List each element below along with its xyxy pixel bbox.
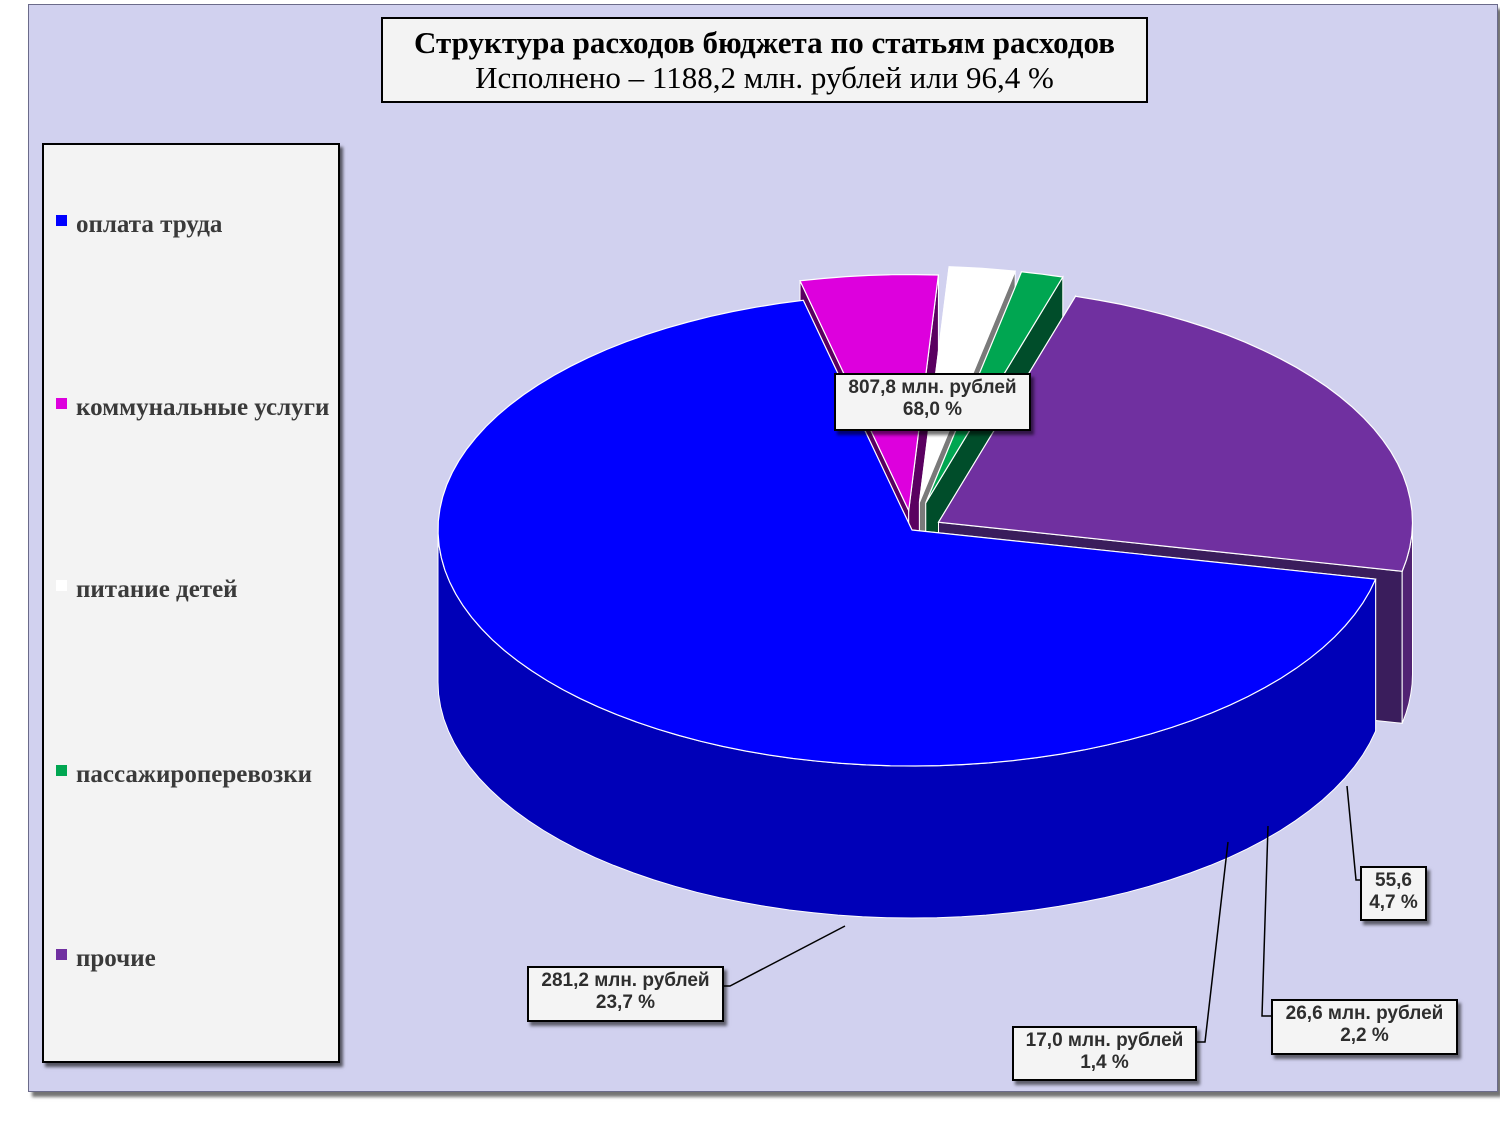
data-label-value: 55,6 <box>1375 870 1412 891</box>
legend-swatch <box>56 215 67 226</box>
data-label-value: 17,0 млн. рублей <box>1025 1030 1184 1051</box>
leader-line-3 <box>1197 841 1229 1043</box>
data-label-value: 281,2 млн. рублей <box>541 970 710 991</box>
legend-label: пассажироперевозки <box>76 761 313 788</box>
legend: оплата труда коммунальные услуги питание… <box>42 143 340 1063</box>
legend-label: коммунальные услуги <box>76 394 330 421</box>
data-label-percent: 1,4 % <box>1080 1052 1129 1073</box>
leader-line-2 <box>1261 825 1271 1017</box>
data-label-salary: 807,8 млн. рублей 68,0 % <box>834 373 1031 431</box>
data-label-children-meals: 26,6 млн. рублей 2,2 % <box>1271 999 1458 1055</box>
legend-swatch <box>56 765 67 776</box>
slice-other <box>937 295 1414 572</box>
legend-swatch <box>56 580 67 591</box>
leader-line-1 <box>1346 785 1360 881</box>
data-label-percent: 4,7 % <box>1369 892 1418 913</box>
legend-label: питание детей <box>76 576 238 603</box>
chart-title-box: Структура расходов бюджета по статьям ра… <box>381 17 1148 103</box>
leader-line-4 <box>724 925 846 987</box>
data-label-other: 281,2 млн. рублей 23,7 % <box>527 966 724 1022</box>
data-label-passenger-transport: 17,0 млн. рублей 1,4 % <box>1012 1026 1197 1081</box>
data-label-percent: 23,7 % <box>595 992 656 1013</box>
data-label-value: 807,8 млн. рублей <box>848 377 1017 398</box>
chart-title: Структура расходов бюджета по статьям ра… <box>414 25 1115 60</box>
legend-label: прочие <box>76 945 156 972</box>
chart-subtitle: Исполнено – 1188,2 млн. рублей или 96,4 … <box>475 60 1054 95</box>
data-label-percent: 68,0 % <box>902 399 963 420</box>
legend-label: оплата труда <box>76 211 223 238</box>
slice-salary <box>437 299 1377 767</box>
legend-swatch <box>56 398 67 409</box>
data-label-utilities: 55,6 4,7 % <box>1360 866 1427 921</box>
data-label-percent: 2,2 % <box>1340 1025 1389 1046</box>
data-label-value: 26,6 млн. рублей <box>1285 1003 1444 1024</box>
legend-swatch <box>56 949 67 960</box>
